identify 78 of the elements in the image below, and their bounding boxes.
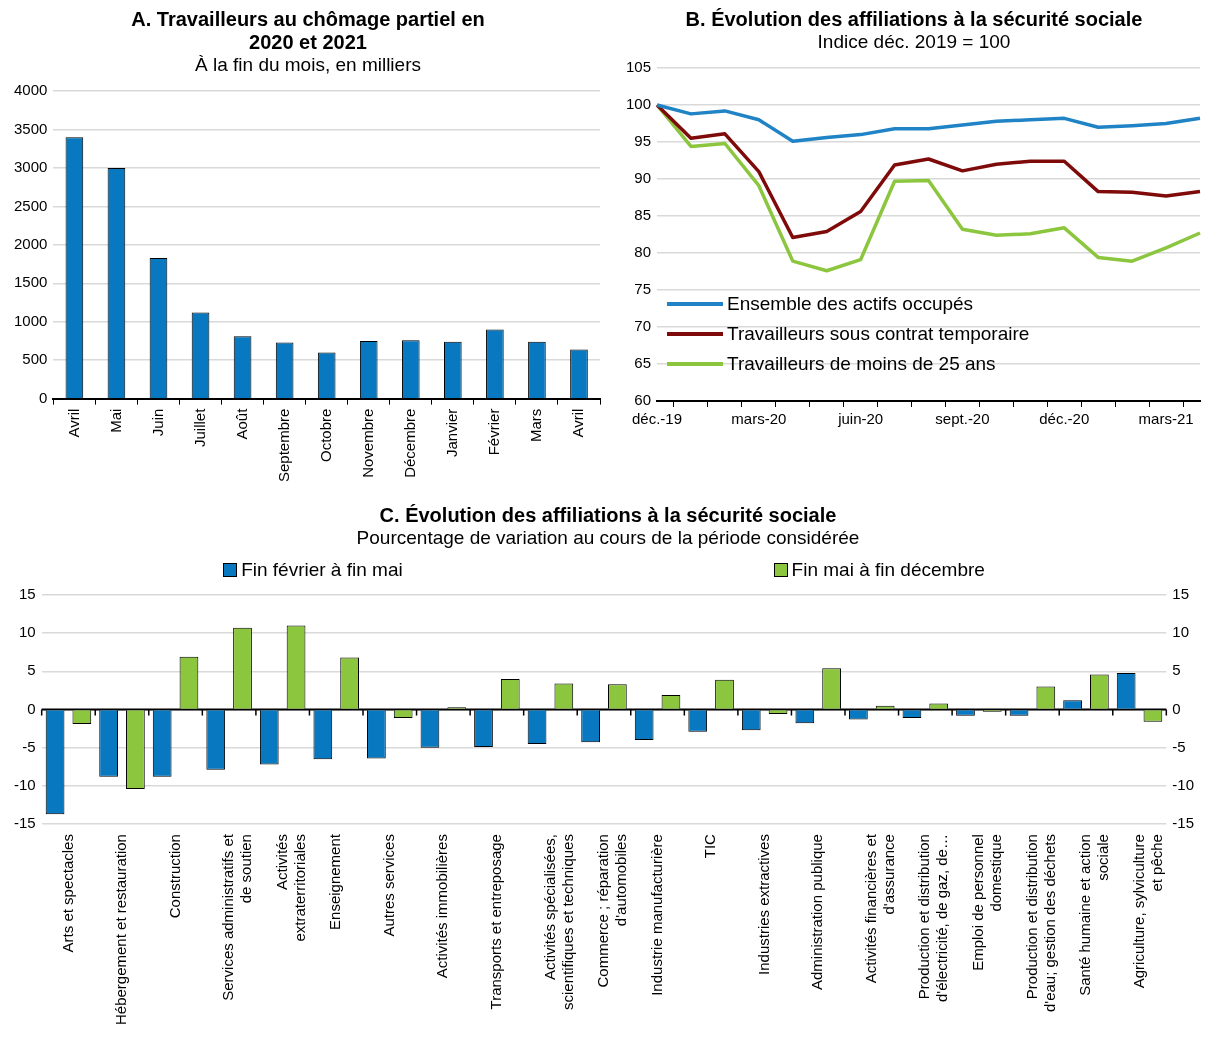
y2-tick-label: -10 xyxy=(1172,776,1195,794)
y2-tick-label: 10 xyxy=(1172,623,1190,641)
legend-label: Travailleurs sous contrat temporaire xyxy=(727,323,1030,345)
x-tick-label: Mars xyxy=(527,408,545,442)
x-tick-label: Novembre xyxy=(358,408,376,478)
x-tick-label: TIC xyxy=(701,833,719,859)
x-tick-label: Enseignement xyxy=(326,833,344,930)
x-tick-label: Administration publique xyxy=(808,834,826,990)
x-tick-label: mars-20 xyxy=(731,410,787,428)
x-tick-label: Services administratifs et de soutien xyxy=(219,833,255,1001)
chart-title: A. Travailleurs au chômage partiel en 2020 et 2021 xyxy=(130,8,486,54)
y-tick-label: 60 xyxy=(634,391,652,409)
x-tick-label: Juin xyxy=(148,408,166,437)
x-tick-label: Août xyxy=(232,407,250,440)
y-tick-label: 70 xyxy=(634,317,652,335)
y-tick-label: -5 xyxy=(22,737,36,755)
y-tick-label: -10 xyxy=(13,776,36,794)
legend-label: Fin février à fin mai xyxy=(241,559,403,581)
x-tick-label: Industries extractives xyxy=(754,834,772,975)
legend-label: Ensemble des actifs occupés xyxy=(727,293,974,315)
x-tick-label: Juillet xyxy=(190,407,208,447)
x-tick-label: Avril xyxy=(64,408,82,438)
x-tick-label: Hébergement et restauration xyxy=(112,834,130,1026)
y-tick-label: 3500 xyxy=(13,119,48,137)
x-tick-label: Activités immobilières xyxy=(433,834,451,979)
y-tick-label: 15 xyxy=(18,585,36,603)
y-tick-label: 75 xyxy=(634,280,652,298)
y-tick-label: 100 xyxy=(626,95,652,113)
y-tick-label: 0 xyxy=(39,388,48,406)
x-tick-label: Septembre xyxy=(274,408,292,482)
y2-tick-label: -15 xyxy=(1172,814,1195,832)
chart-subtitle: Indice déc. 2019 = 100 xyxy=(816,31,1012,53)
x-tick-label: Industrie manufacturière xyxy=(647,834,665,996)
legend-label: Fin mai à fin décembre xyxy=(791,559,985,581)
y-tick-label: 10 xyxy=(18,623,36,641)
y-tick-label: 95 xyxy=(634,132,652,150)
x-tick-label: Activités spécialisées, scientifiques et techniques xyxy=(540,834,576,1011)
x-tick-label: Autres services xyxy=(379,834,397,937)
y-tick-label: 5 xyxy=(27,661,36,679)
x-tick-label: Février xyxy=(485,408,503,456)
chart-subtitle: À la fin du mois, en milliers xyxy=(194,54,422,76)
y-tick-label: 105 xyxy=(626,58,652,76)
y-tick-label: 80 xyxy=(634,243,652,261)
chart-title: C. Évolution des affiliations à la sécurité sociale xyxy=(378,504,838,527)
x-tick-label: Janvier xyxy=(442,408,460,457)
y-tick-label: 85 xyxy=(634,206,652,224)
x-tick-label: déc.-19 xyxy=(632,410,683,428)
y-tick-label: 1000 xyxy=(13,311,48,329)
x-tick-label: Production et distribution d'électricité, de gaz, de… xyxy=(915,834,951,1003)
x-tick-label: Construction xyxy=(165,834,183,919)
y-tick-label: -15 xyxy=(13,814,36,832)
y-tick-label: 4000 xyxy=(13,81,48,99)
y2-tick-label: 5 xyxy=(1172,661,1181,679)
y-tick-label: 500 xyxy=(22,350,48,368)
x-tick-label: Décembre xyxy=(400,408,418,478)
x-tick-label: Mai xyxy=(106,408,124,433)
y-tick-label: 3000 xyxy=(13,158,48,176)
x-tick-label: Octobre xyxy=(316,408,334,462)
y-tick-label: 1500 xyxy=(13,273,48,291)
x-tick-label: Transports et entreposage xyxy=(487,834,505,1010)
y2-tick-label: 15 xyxy=(1172,585,1190,603)
x-tick-label: sept.-20 xyxy=(935,410,990,428)
y-tick-label: 0 xyxy=(27,699,36,717)
chart-title: B. Évolution des affiliations à la sécurité sociale xyxy=(684,8,1144,31)
y-tick-label: 2500 xyxy=(13,196,48,214)
chart-subtitle: Pourcentage de variation au cours de la période considérée xyxy=(355,527,861,549)
x-tick-label: déc.-20 xyxy=(1039,410,1090,428)
legend-label: Travailleurs de moins de 25 ans xyxy=(727,353,996,375)
x-tick-label: juin-20 xyxy=(837,410,884,428)
x-tick-label: mars-21 xyxy=(1138,410,1194,428)
y2-tick-label: -5 xyxy=(1172,737,1186,755)
y2-tick-label: 0 xyxy=(1172,699,1181,717)
y-tick-label: 2000 xyxy=(13,234,48,252)
x-tick-label: Activités financières et d'assurance xyxy=(861,833,897,984)
x-tick-label: Avril xyxy=(569,408,587,438)
y-tick-label: 90 xyxy=(634,169,652,187)
y-tick-label: 65 xyxy=(634,354,652,372)
x-tick-label: Arts et spectacles xyxy=(58,834,76,953)
